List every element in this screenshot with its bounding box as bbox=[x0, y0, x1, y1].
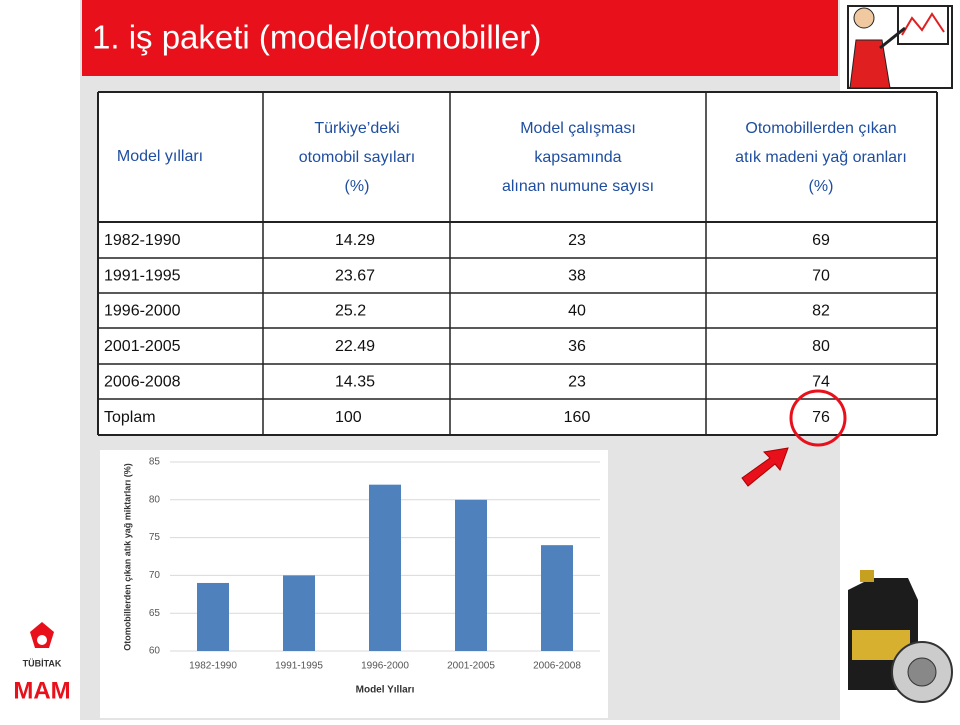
x-tick-label: 1991-1995 bbox=[275, 661, 323, 672]
table-cell: 2001-2005 bbox=[104, 338, 181, 355]
data-table: Model yılları Türkiye’deki otomobil sayıla… bbox=[97, 91, 938, 436]
table-cell: 76 bbox=[812, 409, 830, 426]
bar bbox=[541, 545, 573, 651]
title-bar bbox=[82, 0, 838, 76]
table-cell: 100 bbox=[335, 409, 362, 426]
table-cell: 70 bbox=[812, 268, 830, 285]
logo-top: TÜBİTAK bbox=[23, 658, 62, 668]
chart: 60 65 70 75 80 85 1982-1990 1991-1995 1996-2000 2… bbox=[122, 457, 600, 696]
header-cell: otomobil sayıları bbox=[299, 149, 416, 166]
table-cell: 14.35 bbox=[335, 374, 375, 391]
bar bbox=[197, 582, 229, 651]
table-cell: 74 bbox=[812, 374, 830, 391]
table-cell: 69 bbox=[812, 232, 830, 249]
table-cell: 1996-2000 bbox=[104, 303, 181, 320]
header-cell: Türkiye’deki bbox=[314, 120, 399, 137]
x-tick-label: 2001-2005 bbox=[447, 661, 495, 672]
table-cell: 1991-1995 bbox=[104, 268, 181, 285]
table-cell: 80 bbox=[812, 338, 830, 355]
table-cell: 36 bbox=[568, 338, 586, 355]
y-tick-label: 70 bbox=[149, 570, 161, 581]
x-tick-label: 2006-2008 bbox=[533, 661, 581, 672]
presenter-clipart bbox=[847, 5, 953, 89]
table-cell: 23.67 bbox=[335, 268, 375, 285]
y-tick-label: 65 bbox=[149, 608, 161, 619]
highlight-circle bbox=[789, 389, 847, 447]
header-cell: kapsamında bbox=[534, 149, 621, 166]
x-axis-label: Model Yılları bbox=[356, 685, 415, 696]
x-tick-label: 1982-1990 bbox=[189, 661, 237, 672]
logo-bottom: MAM bbox=[13, 677, 70, 704]
y-tick-label: 80 bbox=[149, 494, 161, 505]
bar bbox=[369, 484, 401, 651]
highlight-arrow bbox=[741, 447, 789, 487]
chart-panel bbox=[100, 450, 608, 718]
table-cell: 14.29 bbox=[335, 232, 375, 249]
table-cell: 2006-2008 bbox=[104, 374, 181, 391]
table-cell: 40 bbox=[568, 303, 586, 320]
header-cell: Model yılları bbox=[117, 148, 203, 165]
table-cell: 25.2 bbox=[335, 303, 366, 320]
x-tick-label: 1996-2000 bbox=[361, 661, 409, 672]
y-axis-label: Otomobillerden çıkan atık yağ miktarları… bbox=[122, 463, 132, 651]
table-cell: 23 bbox=[568, 374, 586, 391]
header-cell: alınan numune sayısı bbox=[502, 178, 654, 195]
logo: TÜBİTAK MAM bbox=[13, 622, 71, 704]
header-cell: Model çalışması bbox=[520, 120, 636, 137]
header-cell: (%) bbox=[345, 178, 370, 195]
oil-clipart bbox=[840, 568, 960, 720]
table-cell: 38 bbox=[568, 268, 586, 285]
y-tick-label: 60 bbox=[149, 646, 161, 657]
table-cell: 22.49 bbox=[335, 338, 375, 355]
table-bg bbox=[98, 92, 937, 435]
table-cell: Toplam bbox=[104, 409, 156, 426]
table-cell: 160 bbox=[564, 409, 591, 426]
table-cell: 1982-1990 bbox=[104, 232, 181, 249]
y-tick-label: 85 bbox=[149, 457, 161, 468]
header-cell: Otomobillerden çıkan bbox=[745, 120, 896, 137]
table-cell: 23 bbox=[568, 232, 586, 249]
bar bbox=[283, 575, 315, 651]
slide-title: 1. iş paketi (model/otomobiller) bbox=[92, 19, 541, 56]
header-cell: atık madeni yağ oranları bbox=[735, 149, 907, 166]
y-tick-label: 75 bbox=[149, 532, 161, 543]
header-cell: (%) bbox=[809, 178, 834, 195]
table-cell: 82 bbox=[812, 303, 830, 320]
bar bbox=[455, 499, 487, 651]
